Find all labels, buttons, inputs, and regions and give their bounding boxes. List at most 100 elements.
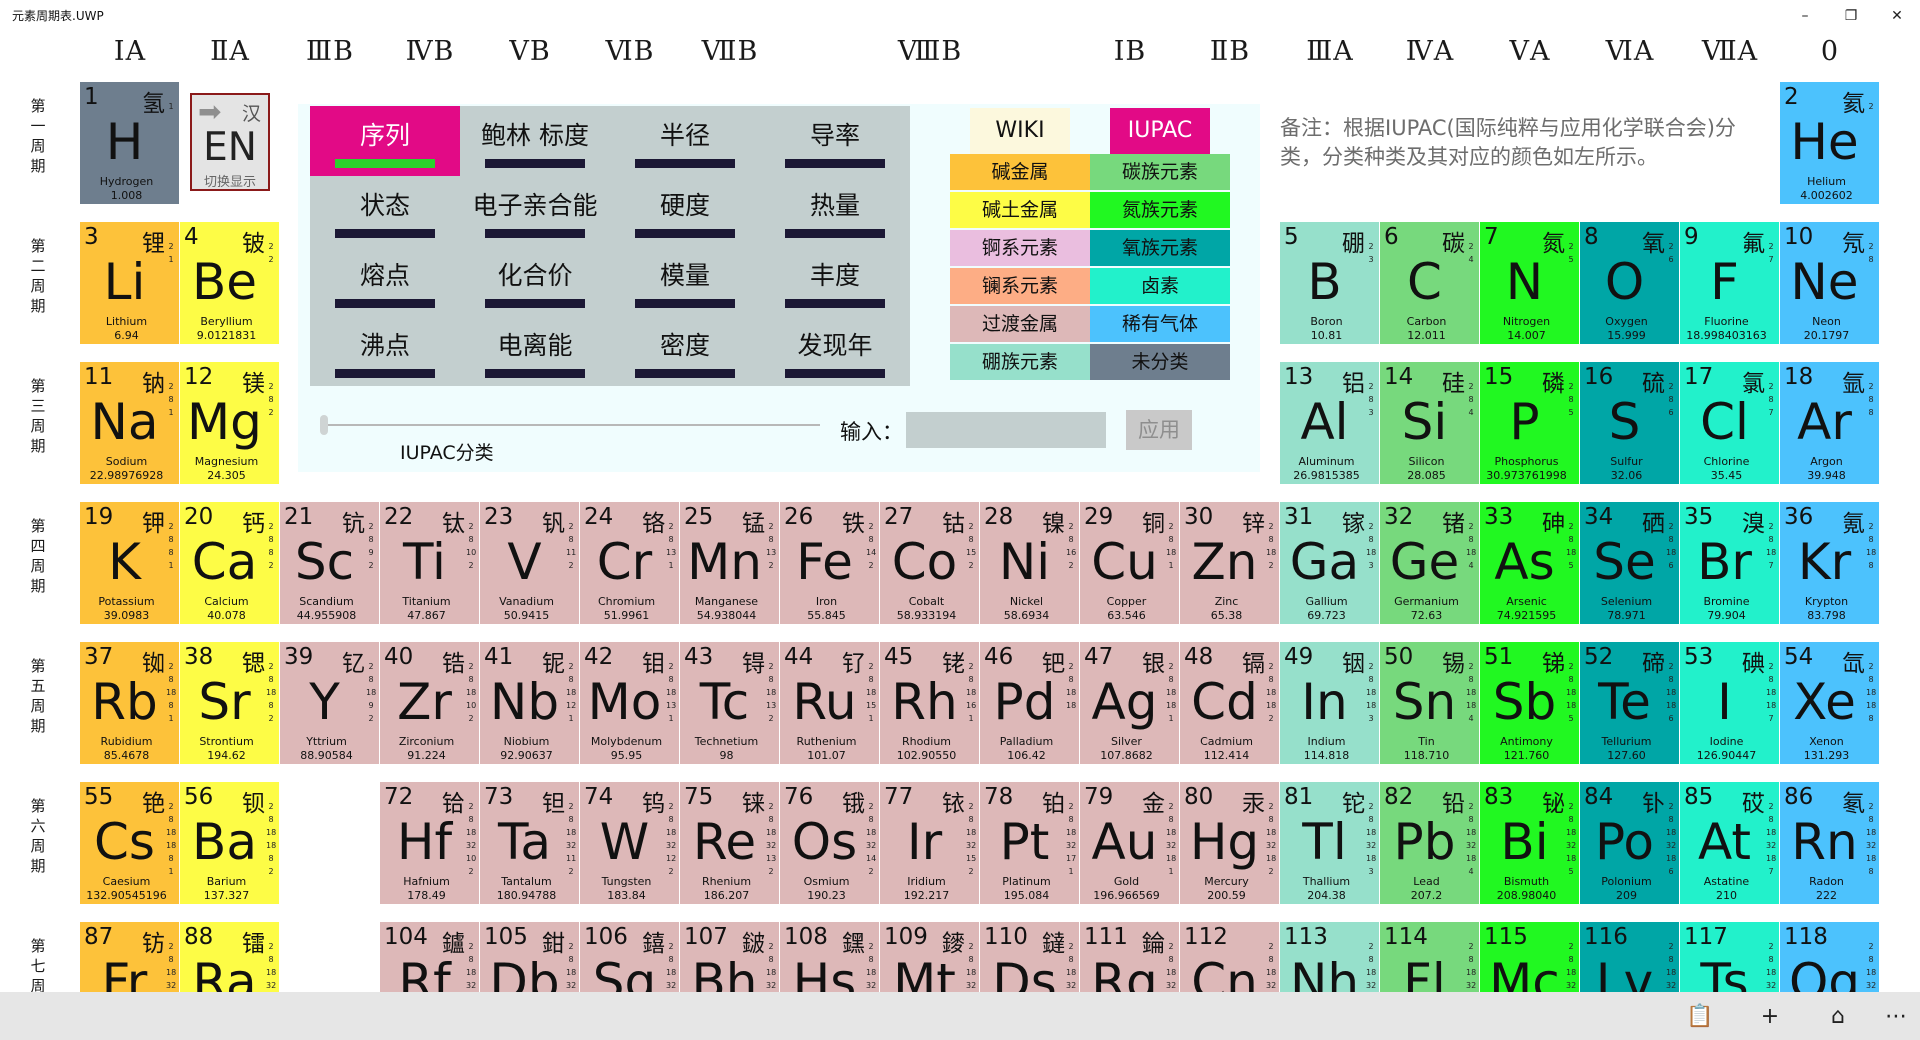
element-cell-au[interactable]: 79 金 Au Gold 196.966569 2 8 18 32 18 1: [1080, 782, 1179, 904]
element-cell-tl[interactable]: 81 铊 Tl Thallium 204.38 2 8 18 32 18 3: [1280, 782, 1379, 904]
menu-item-14[interactable]: 密度: [610, 316, 760, 386]
home-icon[interactable]: ⌂: [1831, 1003, 1845, 1029]
slider-thumb[interactable]: [320, 415, 328, 435]
close-button[interactable]: ✕: [1891, 8, 1903, 24]
element-cell-kr[interactable]: 36 氪 Kr Krypton 83.798 2 8 18 8: [1780, 502, 1879, 624]
element-cell-pb[interactable]: 82 铅 Pb Lead 207.2 2 8 18 32 18 4: [1380, 782, 1479, 904]
element-cell-cd[interactable]: 48 镉 Cd Cadmium 112.414 2 8 18 18 2: [1180, 642, 1279, 764]
value-input[interactable]: [906, 412, 1106, 448]
menu-item-9[interactable]: 化合价: [460, 246, 610, 316]
menu-item-8[interactable]: 熔点: [310, 246, 460, 316]
menu-item-13[interactable]: 电离能: [460, 316, 610, 386]
element-cell-ga[interactable]: 31 镓 Ga Gallium 69.723 2 8 18 3: [1280, 502, 1379, 624]
menu-item-5[interactable]: 电子亲合能: [460, 176, 610, 246]
element-cell-be[interactable]: 4 铍 Be Beryllium 9.0121831 2 2: [180, 222, 279, 344]
element-cell-b[interactable]: 5 硼 B Boron 10.81 2 3: [1280, 222, 1379, 344]
menu-item-6[interactable]: 硬度: [610, 176, 760, 246]
element-cell-ag[interactable]: 47 银 Ag Silver 107.8682 2 8 18 18 1: [1080, 642, 1179, 764]
element-cell-te[interactable]: 52 碲 Te Tellurium 127.60 2 8 18 18 6: [1580, 642, 1679, 764]
element-cell-sb[interactable]: 51 锑 Sb Antimony 121.760 2 8 18 18 5: [1480, 642, 1579, 764]
element-cell-f[interactable]: 9 氟 F Fluorine 18.998403163 2 7: [1680, 222, 1779, 344]
element-cell-he[interactable]: 2 氦 He Helium 4.002602 2: [1780, 82, 1879, 204]
element-cell-c[interactable]: 6 碳 C Carbon 12.011 2 4: [1380, 222, 1479, 344]
element-cell-ta[interactable]: 73 钽 Ta Tantalum 180.94788 2 8 18 32 11 2: [480, 782, 579, 904]
element-cell-p[interactable]: 15 磷 P Phosphorus 30.973761998 2 8 5: [1480, 362, 1579, 484]
element-cell-tc[interactable]: 43 锝 Tc Technetium 98 2 8 18 13 2: [680, 642, 779, 764]
element-cell-hg[interactable]: 80 汞 Hg Mercury 200.59 2 8 18 32 18 2: [1180, 782, 1279, 904]
element-cell-h[interactable]: 1 氢 H Hydrogen 1.008 1: [80, 82, 179, 204]
element-cell-os[interactable]: 76 锇 Os Osmium 190.23 2 8 18 32 14 2: [780, 782, 879, 904]
menu-item-0[interactable]: 序列: [310, 106, 460, 176]
element-cell-i[interactable]: 53 碘 I Iodine 126.90447 2 8 18 18 7: [1680, 642, 1779, 764]
element-cell-se[interactable]: 34 硒 Se Selenium 78.971 2 8 18 6: [1580, 502, 1679, 624]
menu-item-2[interactable]: 半径: [610, 106, 760, 176]
element-cell-ba[interactable]: 56 钡 Ba Barium 137.327 2 8 18 18 8 2: [180, 782, 279, 904]
restore-button[interactable]: ❐: [1844, 8, 1858, 24]
element-cell-hf[interactable]: 72 铪 Hf Hafnium 178.49 2 8 18 32 10 2: [380, 782, 479, 904]
element-cell-cl[interactable]: 17 氯 Cl Chlorine 35.45 2 8 7: [1680, 362, 1779, 484]
menu-item-15[interactable]: 发现年: [760, 316, 910, 386]
element-cell-y[interactable]: 39 钇 Y Yttrium 88.90584 2 8 18 9 2: [280, 642, 379, 764]
element-cell-rn[interactable]: 86 氡 Rn Radon 222 2 8 18 32 18 8: [1780, 782, 1879, 904]
menu-item-1[interactable]: 鲍林 标度: [460, 106, 610, 176]
element-cell-li[interactable]: 3 锂 Li Lithium 6.94 2 1: [80, 222, 179, 344]
menu-item-10[interactable]: 模量: [610, 246, 760, 316]
apply-button[interactable]: 应用: [1126, 410, 1192, 450]
element-cell-zn[interactable]: 30 锌 Zn Zinc 65.38 2 8 18 2: [1180, 502, 1279, 624]
element-cell-ca[interactable]: 20 钙 Ca Calcium 40.078 2 8 8 2: [180, 502, 279, 624]
menu-item-12[interactable]: 沸点: [310, 316, 460, 386]
element-cell-mo[interactable]: 42 钼 Mo Molybdenum 95.95 2 8 18 13 1: [580, 642, 679, 764]
element-cell-mn[interactable]: 25 锰 Mn Manganese 54.938044 2 8 13 2: [680, 502, 779, 624]
menu-item-7[interactable]: 热量: [760, 176, 910, 246]
element-cell-at[interactable]: 85 砹 At Astatine 210 2 8 18 32 18 7: [1680, 782, 1779, 904]
element-cell-cu[interactable]: 29 铜 Cu Copper 63.546 2 8 18 1: [1080, 502, 1179, 624]
element-cell-ti[interactable]: 22 钛 Ti Titanium 47.867 2 8 10 2: [380, 502, 479, 624]
clipboard-icon[interactable]: 📋: [1686, 1003, 1714, 1029]
element-cell-n[interactable]: 7 氮 N Nitrogen 14.007 2 5: [1480, 222, 1579, 344]
element-cell-in[interactable]: 49 铟 In Indium 114.818 2 8 18 18 3: [1280, 642, 1379, 764]
element-cell-ge[interactable]: 32 锗 Ge Germanium 72.63 2 8 18 4: [1380, 502, 1479, 624]
element-cell-sr[interactable]: 38 锶 Sr Strontium 194.62 2 8 18 8 2: [180, 642, 279, 764]
element-cell-po[interactable]: 84 钋 Po Polonium 209 2 8 18 32 18 6: [1580, 782, 1679, 904]
menu-item-4[interactable]: 状态: [310, 176, 460, 246]
element-cell-cs[interactable]: 55 铯 Cs Caesium 132.90545196 2 8 18 18 8 1: [80, 782, 179, 904]
element-cell-ru[interactable]: 44 钌 Ru Ruthenium 101.07 2 8 18 15 1: [780, 642, 879, 764]
element-cell-v[interactable]: 23 钒 V Vanadium 50.9415 2 8 11 2: [480, 502, 579, 624]
element-cell-o[interactable]: 8 氧 O Oxygen 15.999 2 6: [1580, 222, 1679, 344]
menu-item-11[interactable]: 丰度: [760, 246, 910, 316]
wiki-button[interactable]: WIKI: [970, 108, 1070, 154]
element-cell-s[interactable]: 16 硫 S Sulfur 32.06 2 8 6: [1580, 362, 1679, 484]
element-cell-sn[interactable]: 50 锡 Sn Tin 118.710 2 8 18 18 4: [1380, 642, 1479, 764]
element-cell-ir[interactable]: 77 铱 Ir Iridium 192.217 2 8 18 32 15 2: [880, 782, 979, 904]
element-cell-re[interactable]: 75 铼 Re Rhenium 186.207 2 8 18 32 13 2: [680, 782, 779, 904]
element-cell-ne[interactable]: 10 氖 Ne Neon 20.1797 2 8: [1780, 222, 1879, 344]
element-cell-as[interactable]: 33 砷 As Arsenic 74.921595 2 8 18 5: [1480, 502, 1579, 624]
language-toggle-button[interactable]: ➡ 汉 EN 切换显示: [190, 93, 270, 191]
element-cell-br[interactable]: 35 溴 Br Bromine 79.904 2 8 18 7: [1680, 502, 1779, 624]
element-cell-zr[interactable]: 40 锆 Zr Zirconium 91.224 2 8 18 10 2: [380, 642, 479, 764]
slider-track[interactable]: [324, 424, 820, 426]
minimize-button[interactable]: –: [1801, 8, 1809, 24]
element-cell-sc[interactable]: 21 钪 Sc Scandium 44.955908 2 8 9 2: [280, 502, 379, 624]
element-cell-nb[interactable]: 41 铌 Nb Niobium 92.90637 2 8 18 12 1: [480, 642, 579, 764]
element-cell-rb[interactable]: 37 铷 Rb Rubidium 85.4678 2 8 18 8 1: [80, 642, 179, 764]
element-cell-ni[interactable]: 28 镍 Ni Nickel 58.6934 2 8 16 2: [980, 502, 1079, 624]
element-cell-w[interactable]: 74 钨 W Tungsten 183.84 2 8 18 32 12 2: [580, 782, 679, 904]
element-cell-fe[interactable]: 26 铁 Fe Iron 55.845 2 8 14 2: [780, 502, 879, 624]
element-cell-co[interactable]: 27 钴 Co Cobalt 58.933194 2 8 15 2: [880, 502, 979, 624]
element-cell-na[interactable]: 11 钠 Na Sodium 22.98976928 2 8 1: [80, 362, 179, 484]
element-cell-ar[interactable]: 18 氩 Ar Argon 39.948 2 8 8: [1780, 362, 1879, 484]
iupac-button[interactable]: IUPAC: [1110, 108, 1210, 154]
element-cell-xe[interactable]: 54 氙 Xe Xenon 131.293 2 8 18 18 8: [1780, 642, 1879, 764]
element-cell-rh[interactable]: 45 铑 Rh Rhodium 102.90550 2 8 18 16 1: [880, 642, 979, 764]
element-cell-mg[interactable]: 12 镁 Mg Magnesium 24.305 2 8 2: [180, 362, 279, 484]
more-icon[interactable]: ⋯: [1885, 1003, 1907, 1029]
menu-item-3[interactable]: 导率: [760, 106, 910, 176]
element-cell-pd[interactable]: 46 钯 Pd Palladium 106.42 2 8 18 18: [980, 642, 1079, 764]
element-cell-si[interactable]: 14 硅 Si Silicon 28.085 2 8 4: [1380, 362, 1479, 484]
element-cell-pt[interactable]: 78 铂 Pt Platinum 195.084 2 8 18 32 17 1: [980, 782, 1079, 904]
element-cell-al[interactable]: 13 铝 Al Aluminum 26.9815385 2 8 3: [1280, 362, 1379, 484]
element-cell-cr[interactable]: 24 铬 Cr Chromium 51.9961 2 8 13 1: [580, 502, 679, 624]
add-icon[interactable]: +: [1760, 1003, 1780, 1029]
element-cell-k[interactable]: 19 钾 K Potassium 39.0983 2 8 8 1: [80, 502, 179, 624]
